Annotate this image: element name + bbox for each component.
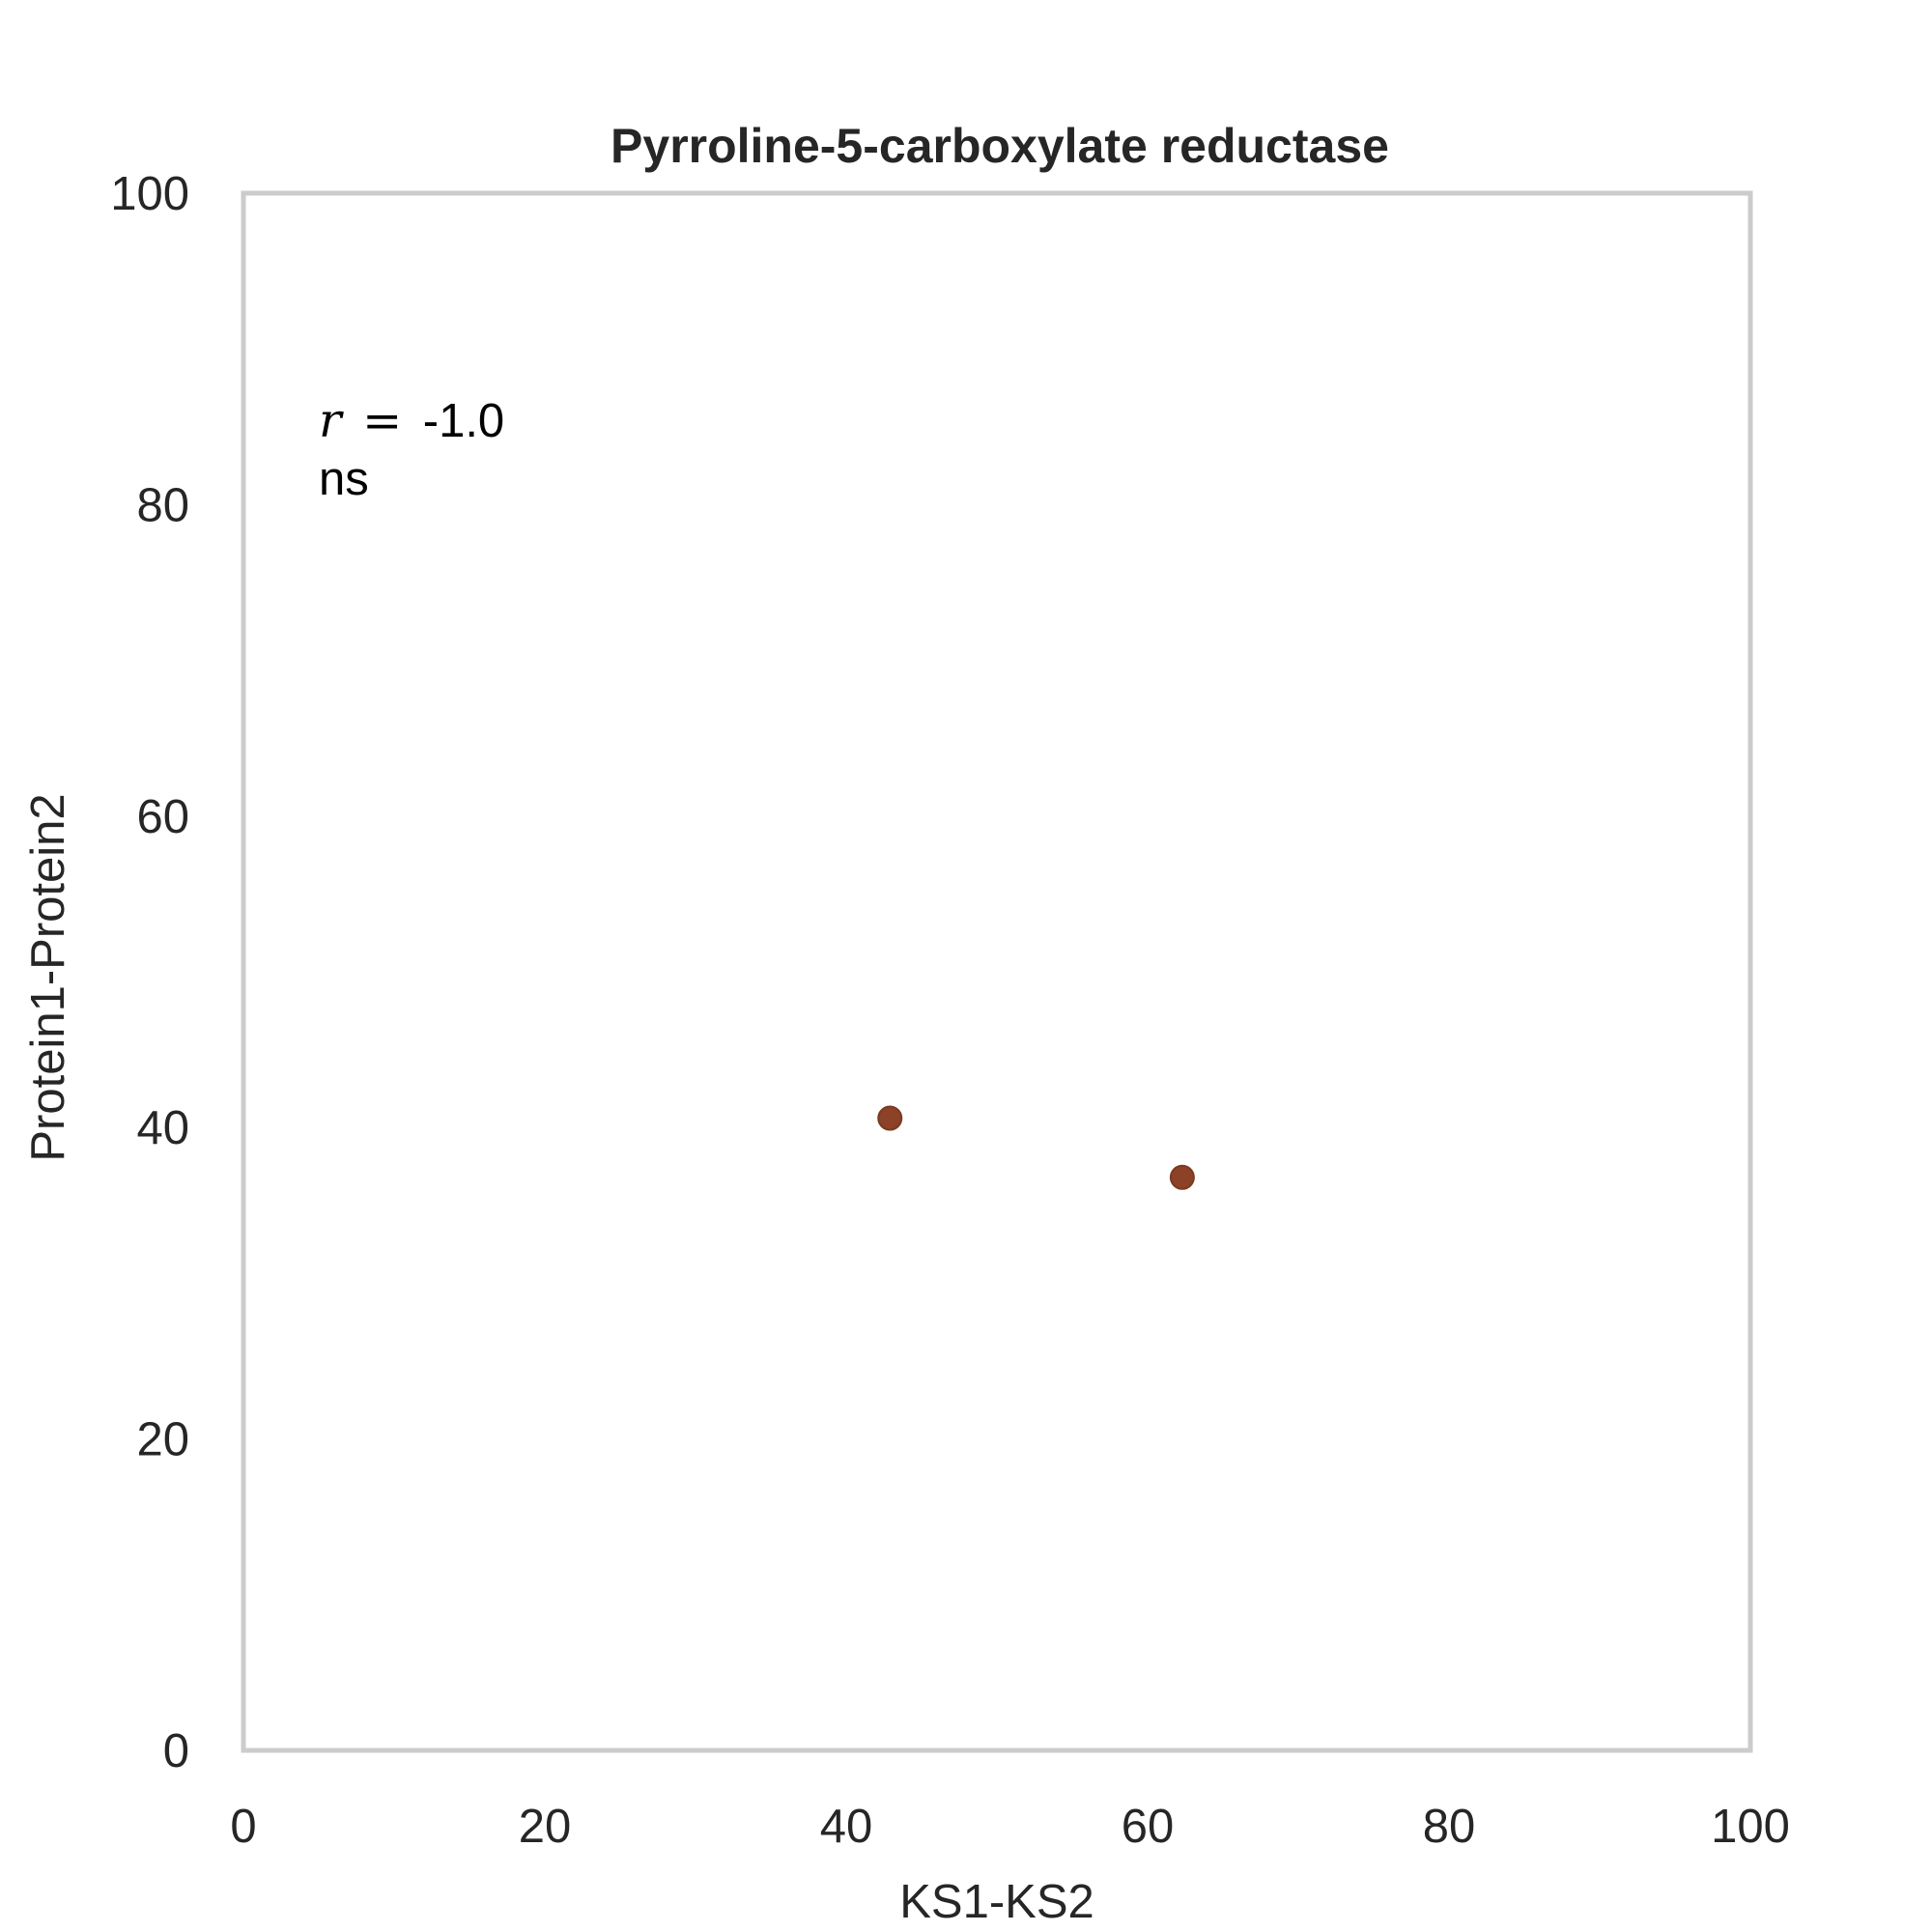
x-tick-label: 60 — [1122, 1801, 1175, 1853]
r-symbol: r — [319, 393, 344, 448]
x-tick-label: 80 — [1423, 1801, 1476, 1853]
equals-sign: = — [362, 393, 402, 448]
data-points — [877, 1105, 1195, 1190]
r-value: -1.0 — [423, 395, 504, 447]
data-point — [1169, 1164, 1195, 1190]
x-tick-label: 40 — [820, 1801, 873, 1853]
y-tick-labels: 0 20 40 60 80 100 — [110, 168, 189, 1777]
y-tick-label: 80 — [136, 479, 189, 531]
y-tick-label: 20 — [136, 1414, 189, 1466]
y-axis-label: Protein1-Protein2 — [22, 793, 74, 1161]
plot-frame — [241, 190, 1753, 1753]
x-axis-label: KS1-KS2 — [899, 1876, 1094, 1928]
x-tick-label: 0 — [230, 1801, 256, 1853]
y-tick-label: 40 — [136, 1102, 189, 1154]
significance-label: ns — [319, 453, 369, 505]
y-tick-label: 100 — [110, 168, 189, 220]
x-tick-labels: 0 20 40 60 80 100 — [230, 1801, 1790, 1853]
x-tick-label: 100 — [1711, 1801, 1790, 1853]
chart-title: Pyrroline-5-carboxylate reductase — [611, 119, 1389, 173]
data-point — [877, 1105, 903, 1131]
y-tick-label: 60 — [136, 791, 189, 843]
correlation-annotation: r = -1.0 — [319, 393, 504, 448]
x-tick-label: 20 — [519, 1801, 572, 1853]
y-tick-label: 0 — [163, 1725, 189, 1777]
